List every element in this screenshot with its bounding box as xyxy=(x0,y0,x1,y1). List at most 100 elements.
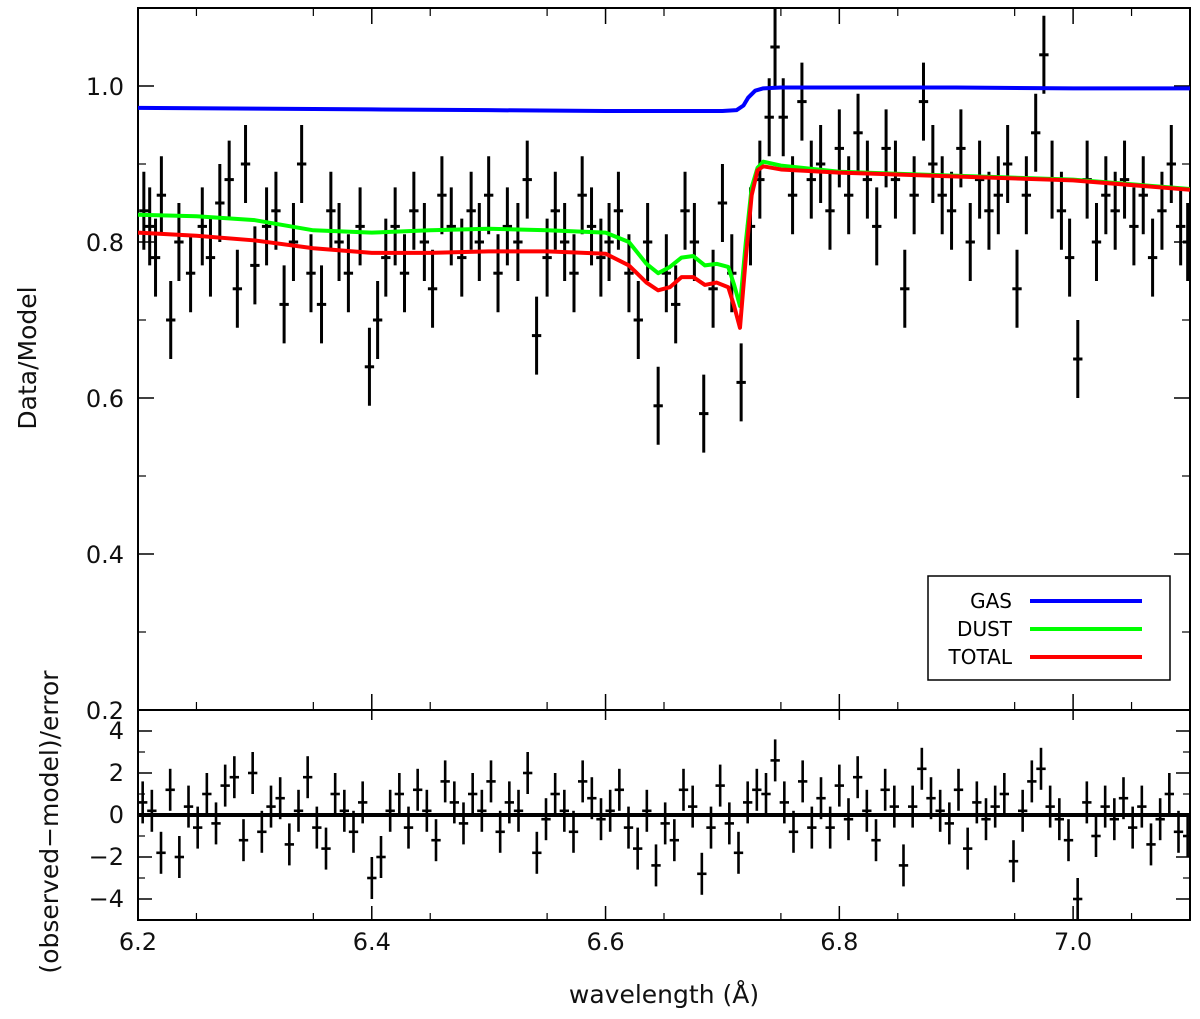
residual-point xyxy=(1164,773,1175,815)
residual-point xyxy=(449,781,460,824)
bottom-y-tick-label: 4 xyxy=(109,717,124,745)
residual-point xyxy=(440,760,450,803)
top-y-tick-label: 1.0 xyxy=(86,73,124,101)
data-point xyxy=(288,203,299,281)
residual-point xyxy=(431,819,441,862)
residual-point xyxy=(495,810,505,853)
residual-point xyxy=(742,781,753,824)
legend-entry-gas: GAS xyxy=(970,589,1142,613)
residual-point xyxy=(944,802,955,845)
top-axis-ticks: 0.2 0.4 0.6 0.8 1.0 xyxy=(86,7,1190,725)
data-point xyxy=(531,296,542,375)
residual-point xyxy=(275,777,285,820)
residual-point xyxy=(587,777,597,820)
data-point xyxy=(559,203,570,281)
residual-point xyxy=(284,823,295,866)
data-point xyxy=(457,218,467,297)
residual-point xyxy=(605,789,615,832)
residual-point xyxy=(1036,747,1046,790)
x-axis-title: wavelength (Å) xyxy=(569,980,759,1009)
residual-point xyxy=(898,844,909,887)
data-point xyxy=(156,156,167,235)
residual-point xyxy=(577,760,588,803)
data-point xyxy=(699,374,709,453)
residual-point xyxy=(192,806,203,849)
top-data-points xyxy=(139,8,1190,453)
bottom-panel: 6.2 6.4 6.6 6.8 7.0 −4 −2 0 2 4 (observed−model)/… xyxy=(35,670,1191,1009)
data-point xyxy=(1175,187,1186,266)
legend-entry-total: TOTAL xyxy=(948,645,1142,669)
residual-point xyxy=(687,785,698,828)
data-point xyxy=(522,140,532,219)
residual-point xyxy=(1109,798,1120,841)
data-point xyxy=(689,203,700,281)
residual-point xyxy=(1072,878,1083,920)
data-point xyxy=(513,203,523,281)
data-point xyxy=(409,171,419,250)
top-y-tick-label: 0.8 xyxy=(86,229,124,257)
residual-point xyxy=(907,785,918,828)
data-point xyxy=(250,226,260,305)
top-y-tick-label: 0.4 xyxy=(86,541,124,569)
data-point xyxy=(1157,171,1167,250)
data-point xyxy=(909,156,919,235)
bottom-y-tick-label: 2 xyxy=(109,759,124,787)
residual-point xyxy=(871,819,881,862)
residual-point xyxy=(962,827,973,870)
residual-point xyxy=(467,773,478,815)
residual-point xyxy=(862,789,872,832)
data-point xyxy=(215,164,225,242)
residual-point xyxy=(1063,819,1074,862)
data-point xyxy=(1012,249,1022,328)
data-point xyxy=(974,140,985,219)
residual-point xyxy=(1127,806,1138,849)
data-point xyxy=(150,218,161,297)
residual-point xyxy=(770,739,780,782)
data-point xyxy=(569,234,579,313)
residual-point xyxy=(880,768,890,811)
data-point xyxy=(806,140,816,219)
residual-point xyxy=(752,768,762,811)
x-tick-label: 6.4 xyxy=(353,928,391,956)
data-point xyxy=(240,125,251,203)
data-point xyxy=(708,249,718,328)
data-point xyxy=(279,265,289,344)
residual-point xyxy=(477,789,487,832)
data-point xyxy=(872,187,882,266)
residual-point xyxy=(541,798,551,841)
data-point xyxy=(1056,171,1067,250)
data-point xyxy=(680,171,690,250)
data-point xyxy=(232,249,243,328)
residual-point xyxy=(706,806,716,849)
data-point xyxy=(326,171,336,250)
data-point xyxy=(166,281,176,359)
residual-point xyxy=(266,785,276,828)
residual-point xyxy=(229,756,240,799)
data-point xyxy=(139,171,149,250)
data-point xyxy=(717,164,728,242)
data-point xyxy=(577,156,587,235)
residual-point xyxy=(733,831,744,874)
data-point xyxy=(224,140,234,219)
residual-point xyxy=(990,785,1000,828)
residual-point xyxy=(339,789,350,832)
residual-point xyxy=(651,844,661,887)
data-point xyxy=(197,187,207,266)
data-point xyxy=(1119,140,1130,219)
residual-point xyxy=(935,789,945,832)
data-point xyxy=(993,156,1003,235)
residual-point xyxy=(1091,815,1101,857)
data-point xyxy=(550,171,560,250)
data-point xyxy=(1147,218,1158,297)
curve-total xyxy=(138,164,1190,330)
data-point xyxy=(145,187,155,266)
bottom-axis-ticks: 6.2 6.4 6.6 6.8 7.0 −4 −2 0 2 4 xyxy=(89,710,1190,956)
residual-point xyxy=(302,756,313,799)
residual-point xyxy=(238,819,249,862)
data-point xyxy=(1002,125,1013,203)
residual-point xyxy=(559,789,570,832)
residual-point xyxy=(367,857,377,899)
model-curves xyxy=(138,85,1190,330)
residual-point xyxy=(257,810,267,853)
data-point xyxy=(946,171,957,250)
